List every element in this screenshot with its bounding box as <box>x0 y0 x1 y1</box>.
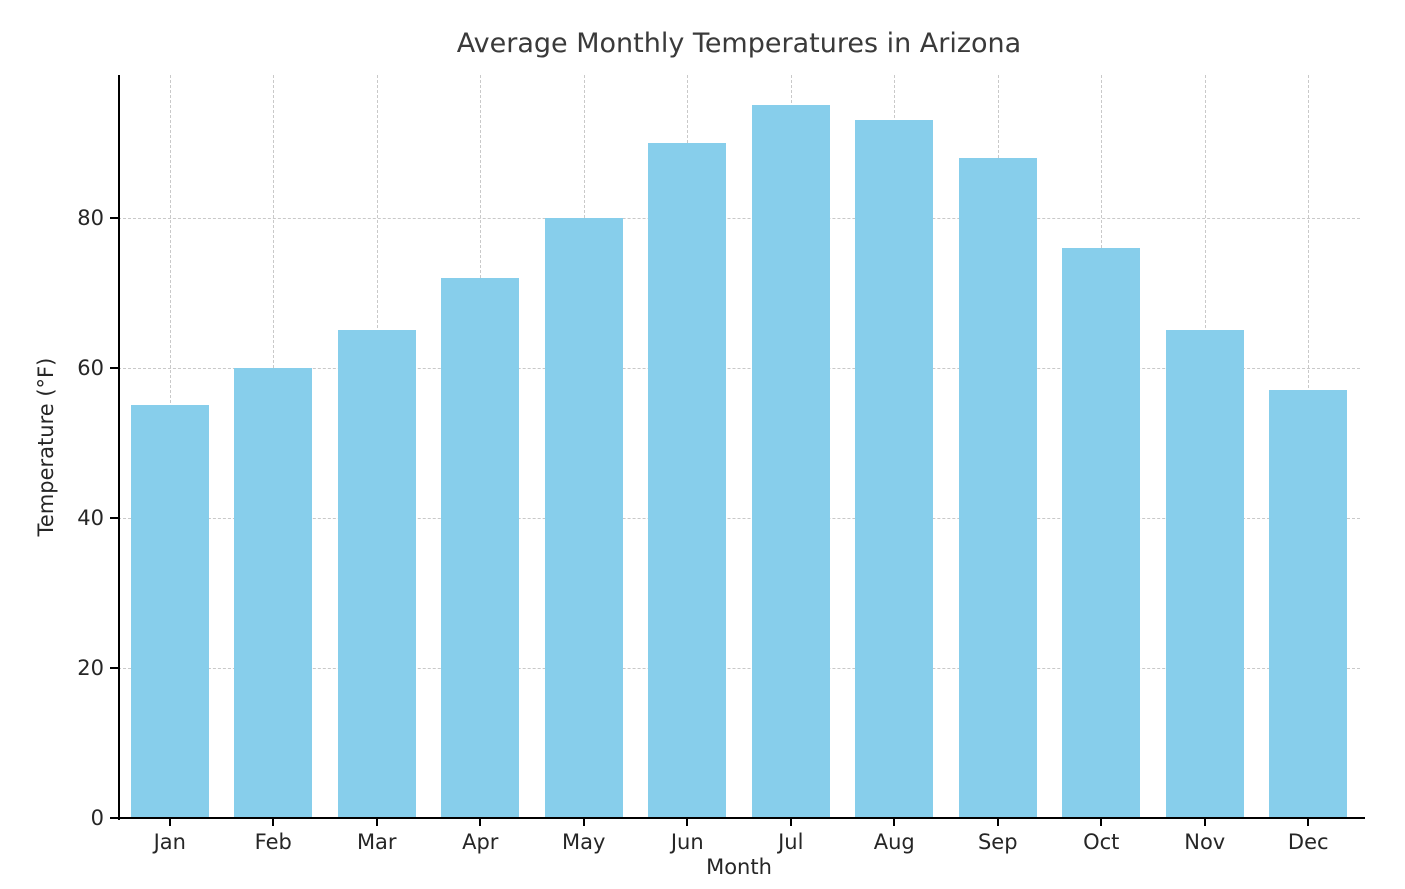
gridline-horizontal <box>118 367 1360 369</box>
bar-jun <box>648 142 727 818</box>
x-tick-label: Jan <box>153 830 186 854</box>
x-tick-mark <box>686 818 689 826</box>
bar-may <box>544 217 623 818</box>
bar-nov <box>1165 330 1244 818</box>
x-tick-label: Mar <box>356 830 397 854</box>
x-tick-mark <box>272 818 275 826</box>
gridline-horizontal <box>118 217 1360 219</box>
gridline-horizontal <box>118 517 1360 519</box>
x-tick-mark <box>375 818 378 826</box>
y-tick-mark <box>110 666 118 669</box>
gridline-horizontal <box>118 667 1360 669</box>
x-tick-mark <box>996 818 999 826</box>
x-tick-label: Nov <box>1184 830 1226 854</box>
y-tick-label: 0 <box>90 806 104 830</box>
x-tick-label: Aug <box>873 830 915 854</box>
y-tick-mark <box>110 516 118 519</box>
y-tick-label: 60 <box>77 355 104 380</box>
x-tick-mark <box>1100 818 1103 826</box>
bar-jul <box>751 105 830 818</box>
x-tick-mark <box>168 818 171 826</box>
x-tick-label: Oct <box>1083 830 1120 854</box>
x-tick-mark <box>789 818 792 826</box>
y-tick-mark <box>110 216 118 219</box>
y-tick-mark <box>110 817 118 819</box>
bar-sep <box>958 157 1037 818</box>
x-tick-mark <box>1203 818 1206 826</box>
x-tick-label: Jun <box>670 830 704 854</box>
x-tick-mark <box>582 818 585 826</box>
x-tick-label: Jul <box>778 830 804 854</box>
plot-area <box>118 75 1360 818</box>
x-tick-label: May <box>562 830 606 854</box>
y-tick-label: 20 <box>77 655 104 680</box>
x-tick-mark <box>479 818 482 826</box>
bar-oct <box>1062 247 1141 818</box>
bar-feb <box>234 367 313 818</box>
x-tick-label: Apr <box>462 830 499 854</box>
x-tick-mark <box>1307 818 1310 826</box>
x-tick-label: Sep <box>977 830 1018 854</box>
bars-layer <box>118 75 1360 818</box>
y-tick-mark <box>110 366 118 369</box>
y-tick-label: 40 <box>77 505 104 530</box>
bar-dec <box>1269 390 1348 818</box>
y-tick-label: 80 <box>77 205 104 230</box>
bar-jan <box>130 405 209 818</box>
chart-title: Average Monthly Temperatures in Arizona <box>456 28 1022 59</box>
y-axis-spine <box>118 75 120 820</box>
bar-mar <box>337 330 416 818</box>
x-tick-label: Dec <box>1287 830 1329 854</box>
x-tick-label: Feb <box>254 830 292 854</box>
x-axis-spine <box>118 817 1365 819</box>
x-axis-label: Month <box>706 855 772 879</box>
x-tick-mark <box>893 818 896 826</box>
bar-apr <box>441 277 520 818</box>
bar-aug <box>855 120 934 818</box>
